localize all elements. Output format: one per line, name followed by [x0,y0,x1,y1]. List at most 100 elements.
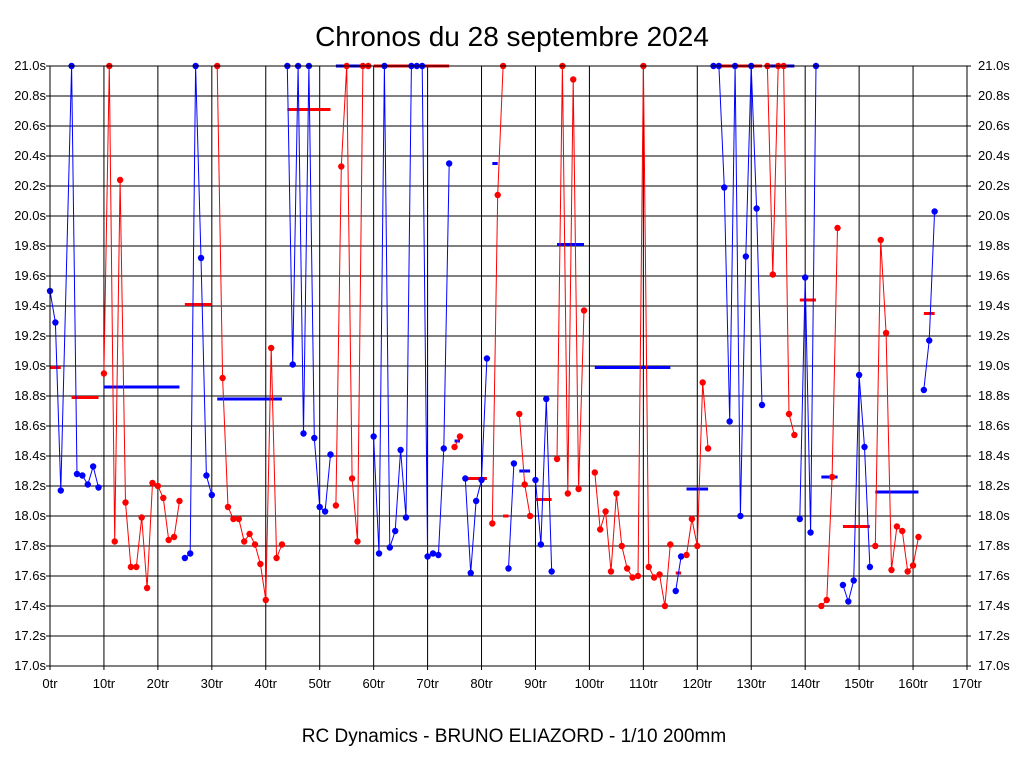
x-tick-label: 170tr [952,676,982,691]
lap-point [289,361,296,368]
y-tick-label: 19.6s [978,268,1010,283]
lap-point [548,568,555,575]
lap-point [613,490,620,497]
x-tick-label: 20tr [147,676,170,691]
lap-point [278,541,286,548]
y-tick-label: 21.0s [978,58,1010,73]
lap-series-line [373,65,450,558]
x-tick-label: 160tr [898,676,928,691]
lap-point [57,487,64,494]
lap-point [882,329,890,337]
lap-series-line [464,358,488,574]
lap-point [758,401,766,409]
y-tick-label: 17.0s [14,658,46,673]
lap-point [424,553,431,560]
y-tick-label: 19.4s [978,298,1010,313]
lap-point [111,538,118,545]
plot-frame [49,65,968,667]
y-tick-label: 18.4s [14,448,46,463]
lap-point [839,581,847,589]
x-tick-label: 80tr [470,676,493,691]
lap-point [489,520,496,527]
lap-point [537,541,545,548]
x-tick-label: 50tr [309,676,332,691]
lap-point [650,574,658,581]
lap-point [737,512,744,520]
lap-point [926,337,933,344]
y-tick-label: 19.2s [14,328,46,343]
lap-point [240,538,248,545]
lap-point [721,184,728,191]
x-tick-label: 90tr [524,676,547,691]
y-tick-label: 20.0s [14,208,46,223]
lap-point [866,563,874,571]
lap-point [267,344,275,352]
lap-point [656,571,663,578]
y-tick-label: 20.4s [978,148,1010,163]
lap-point [807,529,814,536]
lap-series-line [675,556,682,592]
y-tick-label: 17.2s [978,628,1010,643]
lap-series-line [535,398,553,572]
y-tick-label: 18.2s [978,478,1010,493]
y-tick-label: 17.8s [978,538,1010,553]
lap-point [623,565,631,572]
y-tick-label: 17.4s [14,598,46,613]
y-tick-label: 19.0s [978,358,1010,373]
lap-series-line [766,65,795,436]
y-tick-label: 17.8s [14,538,46,553]
lap-point [850,577,857,584]
lap-point [440,445,447,452]
y-tick-label: 18.2s [14,478,46,493]
lap-series-line [335,65,369,542]
lap-point [176,497,183,505]
y-tick-label: 18.6s [14,418,46,433]
y-tick-label: 17.6s [978,568,1010,583]
lap-point [699,379,706,386]
lap-series-line [821,227,838,607]
lap-point [543,395,550,403]
lap-point [677,553,685,560]
lap-point [370,433,377,440]
lap-point [386,544,394,551]
lap-series-line [799,65,817,533]
lap-point [251,541,259,548]
lap-series-line [556,65,585,494]
x-tick-label: 130tr [736,676,766,691]
lap-point [801,274,809,281]
x-tick-label: 150tr [844,676,874,691]
y-tick-label: 18.0s [978,508,1010,523]
lap-point [451,443,458,451]
lap-series-line [49,65,99,491]
x-tick-label: 0tr [42,676,58,691]
lap-series-line [508,463,515,569]
lap-point [462,475,469,482]
lap-point [521,481,528,488]
lap-point [607,568,615,575]
lap-point [122,499,129,506]
y-tick-label: 18.6s [978,418,1010,433]
lap-series-line [286,65,331,513]
lap-series-line [491,65,504,524]
lap-point [203,472,210,479]
lap-point [532,476,539,484]
lap-point [311,434,318,442]
y-tick-label: 17.6s [14,568,46,583]
x-tick-label: 140tr [790,676,820,691]
x-tick-label: 120tr [682,676,712,691]
y-tick-label: 20.8s [14,88,46,103]
lap-point [224,503,232,511]
lap-point [683,551,690,559]
lap-point [877,236,884,244]
lap-point [505,565,512,572]
lap-point [742,253,750,260]
lap-point [704,445,712,452]
lap-point [89,463,97,470]
lap-point [154,482,162,490]
lap-point [73,470,81,478]
x-tick-label: 30tr [201,676,224,691]
lap-point [855,371,863,379]
lap-point [796,515,803,523]
y-tick-label: 20.2s [978,178,1010,193]
